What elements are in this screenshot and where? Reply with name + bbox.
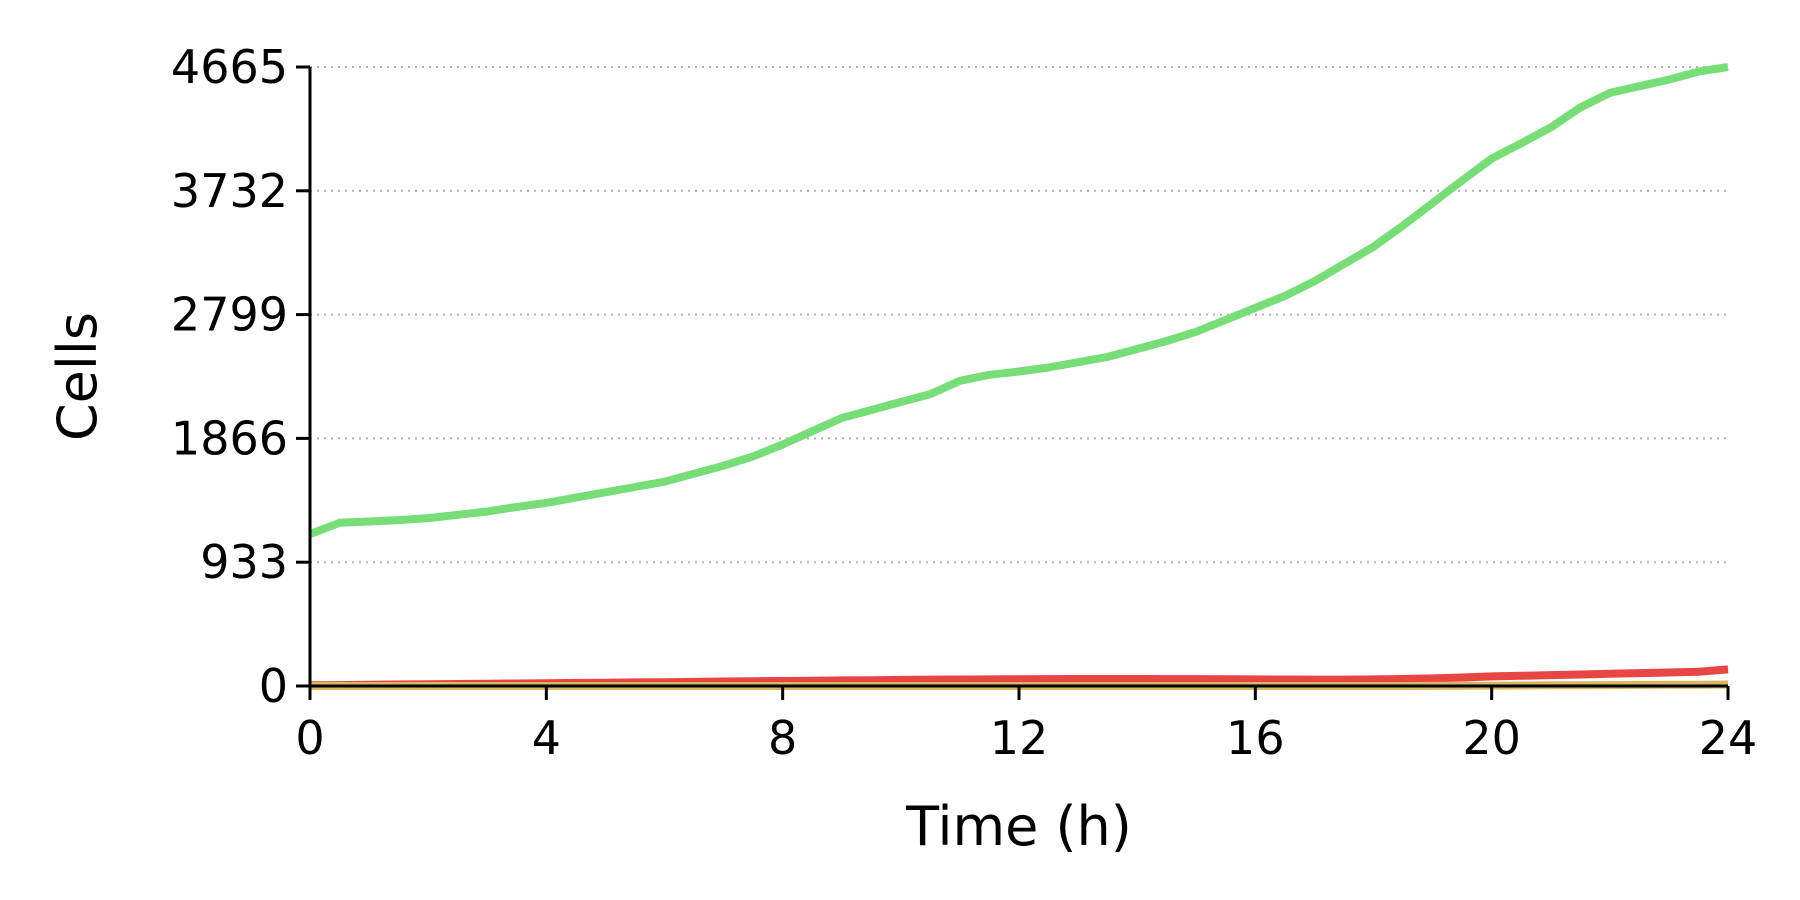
x-tick-label: 16	[1226, 711, 1285, 765]
x-ticks: 0 4 8 12 16 20 24	[295, 686, 1757, 765]
axes	[308, 67, 1728, 688]
y-tick-label: 1866	[171, 411, 288, 465]
series-line-0	[308, 63, 1729, 538]
y-tick-label: 933	[200, 535, 288, 589]
y-tick-label: 3732	[171, 164, 288, 218]
y-tick-label: 4665	[171, 40, 288, 94]
y-tick-label: 0	[259, 659, 288, 713]
grid-lines	[310, 66, 1728, 564]
x-tick-label: 20	[1462, 711, 1521, 765]
y-tick-label: 2799	[171, 288, 288, 342]
x-tick-label: 0	[295, 711, 324, 765]
series-lines	[308, 63, 1729, 690]
x-tick-label: 8	[768, 711, 797, 765]
y-axis-title: Cells	[46, 312, 109, 441]
x-axis-title: Time (h)	[905, 795, 1132, 858]
x-tick-label: 4	[532, 711, 561, 765]
x-tick-label: 24	[1699, 711, 1758, 765]
y-ticks: 0 933 1866 2799 3732 4665	[171, 40, 310, 713]
x-tick-label: 12	[990, 711, 1049, 765]
